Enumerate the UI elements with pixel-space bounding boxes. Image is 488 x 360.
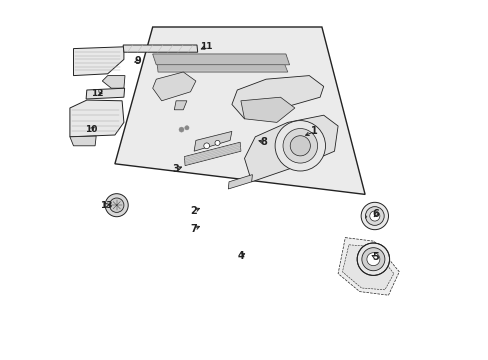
Circle shape xyxy=(105,194,128,217)
Polygon shape xyxy=(73,47,123,76)
Text: 7: 7 xyxy=(190,224,197,234)
Circle shape xyxy=(361,202,387,230)
Polygon shape xyxy=(115,27,365,194)
Circle shape xyxy=(361,248,384,271)
Polygon shape xyxy=(228,175,252,189)
Circle shape xyxy=(289,136,310,156)
Text: 4: 4 xyxy=(237,251,244,261)
Circle shape xyxy=(283,129,317,163)
Polygon shape xyxy=(365,215,366,218)
Circle shape xyxy=(369,211,379,221)
Text: 13: 13 xyxy=(100,201,112,210)
Text: 8: 8 xyxy=(260,137,267,147)
Text: 3: 3 xyxy=(172,164,179,174)
Polygon shape xyxy=(123,45,197,52)
Circle shape xyxy=(109,198,123,212)
Polygon shape xyxy=(184,142,241,166)
Text: 10: 10 xyxy=(85,125,98,134)
Polygon shape xyxy=(70,136,96,146)
Polygon shape xyxy=(86,88,124,99)
Polygon shape xyxy=(337,238,399,295)
Circle shape xyxy=(179,127,183,132)
Circle shape xyxy=(365,207,384,225)
Circle shape xyxy=(203,143,209,149)
Circle shape xyxy=(366,253,379,266)
Polygon shape xyxy=(157,65,287,72)
Polygon shape xyxy=(152,72,196,101)
Text: 11: 11 xyxy=(200,42,212,51)
Circle shape xyxy=(184,126,189,130)
Circle shape xyxy=(275,121,325,171)
Polygon shape xyxy=(194,131,231,151)
Text: 2: 2 xyxy=(190,206,197,216)
Circle shape xyxy=(356,243,389,275)
Polygon shape xyxy=(231,76,323,119)
Polygon shape xyxy=(342,245,393,290)
Polygon shape xyxy=(241,97,294,122)
Text: 1: 1 xyxy=(311,126,317,136)
Text: 6: 6 xyxy=(372,209,379,219)
Polygon shape xyxy=(244,115,337,182)
Polygon shape xyxy=(174,101,186,110)
Polygon shape xyxy=(152,54,289,65)
Text: 5: 5 xyxy=(372,252,379,262)
Text: 9: 9 xyxy=(135,56,142,66)
Circle shape xyxy=(215,140,220,145)
Polygon shape xyxy=(70,100,123,137)
Polygon shape xyxy=(102,76,125,88)
Text: 12: 12 xyxy=(90,89,103,98)
